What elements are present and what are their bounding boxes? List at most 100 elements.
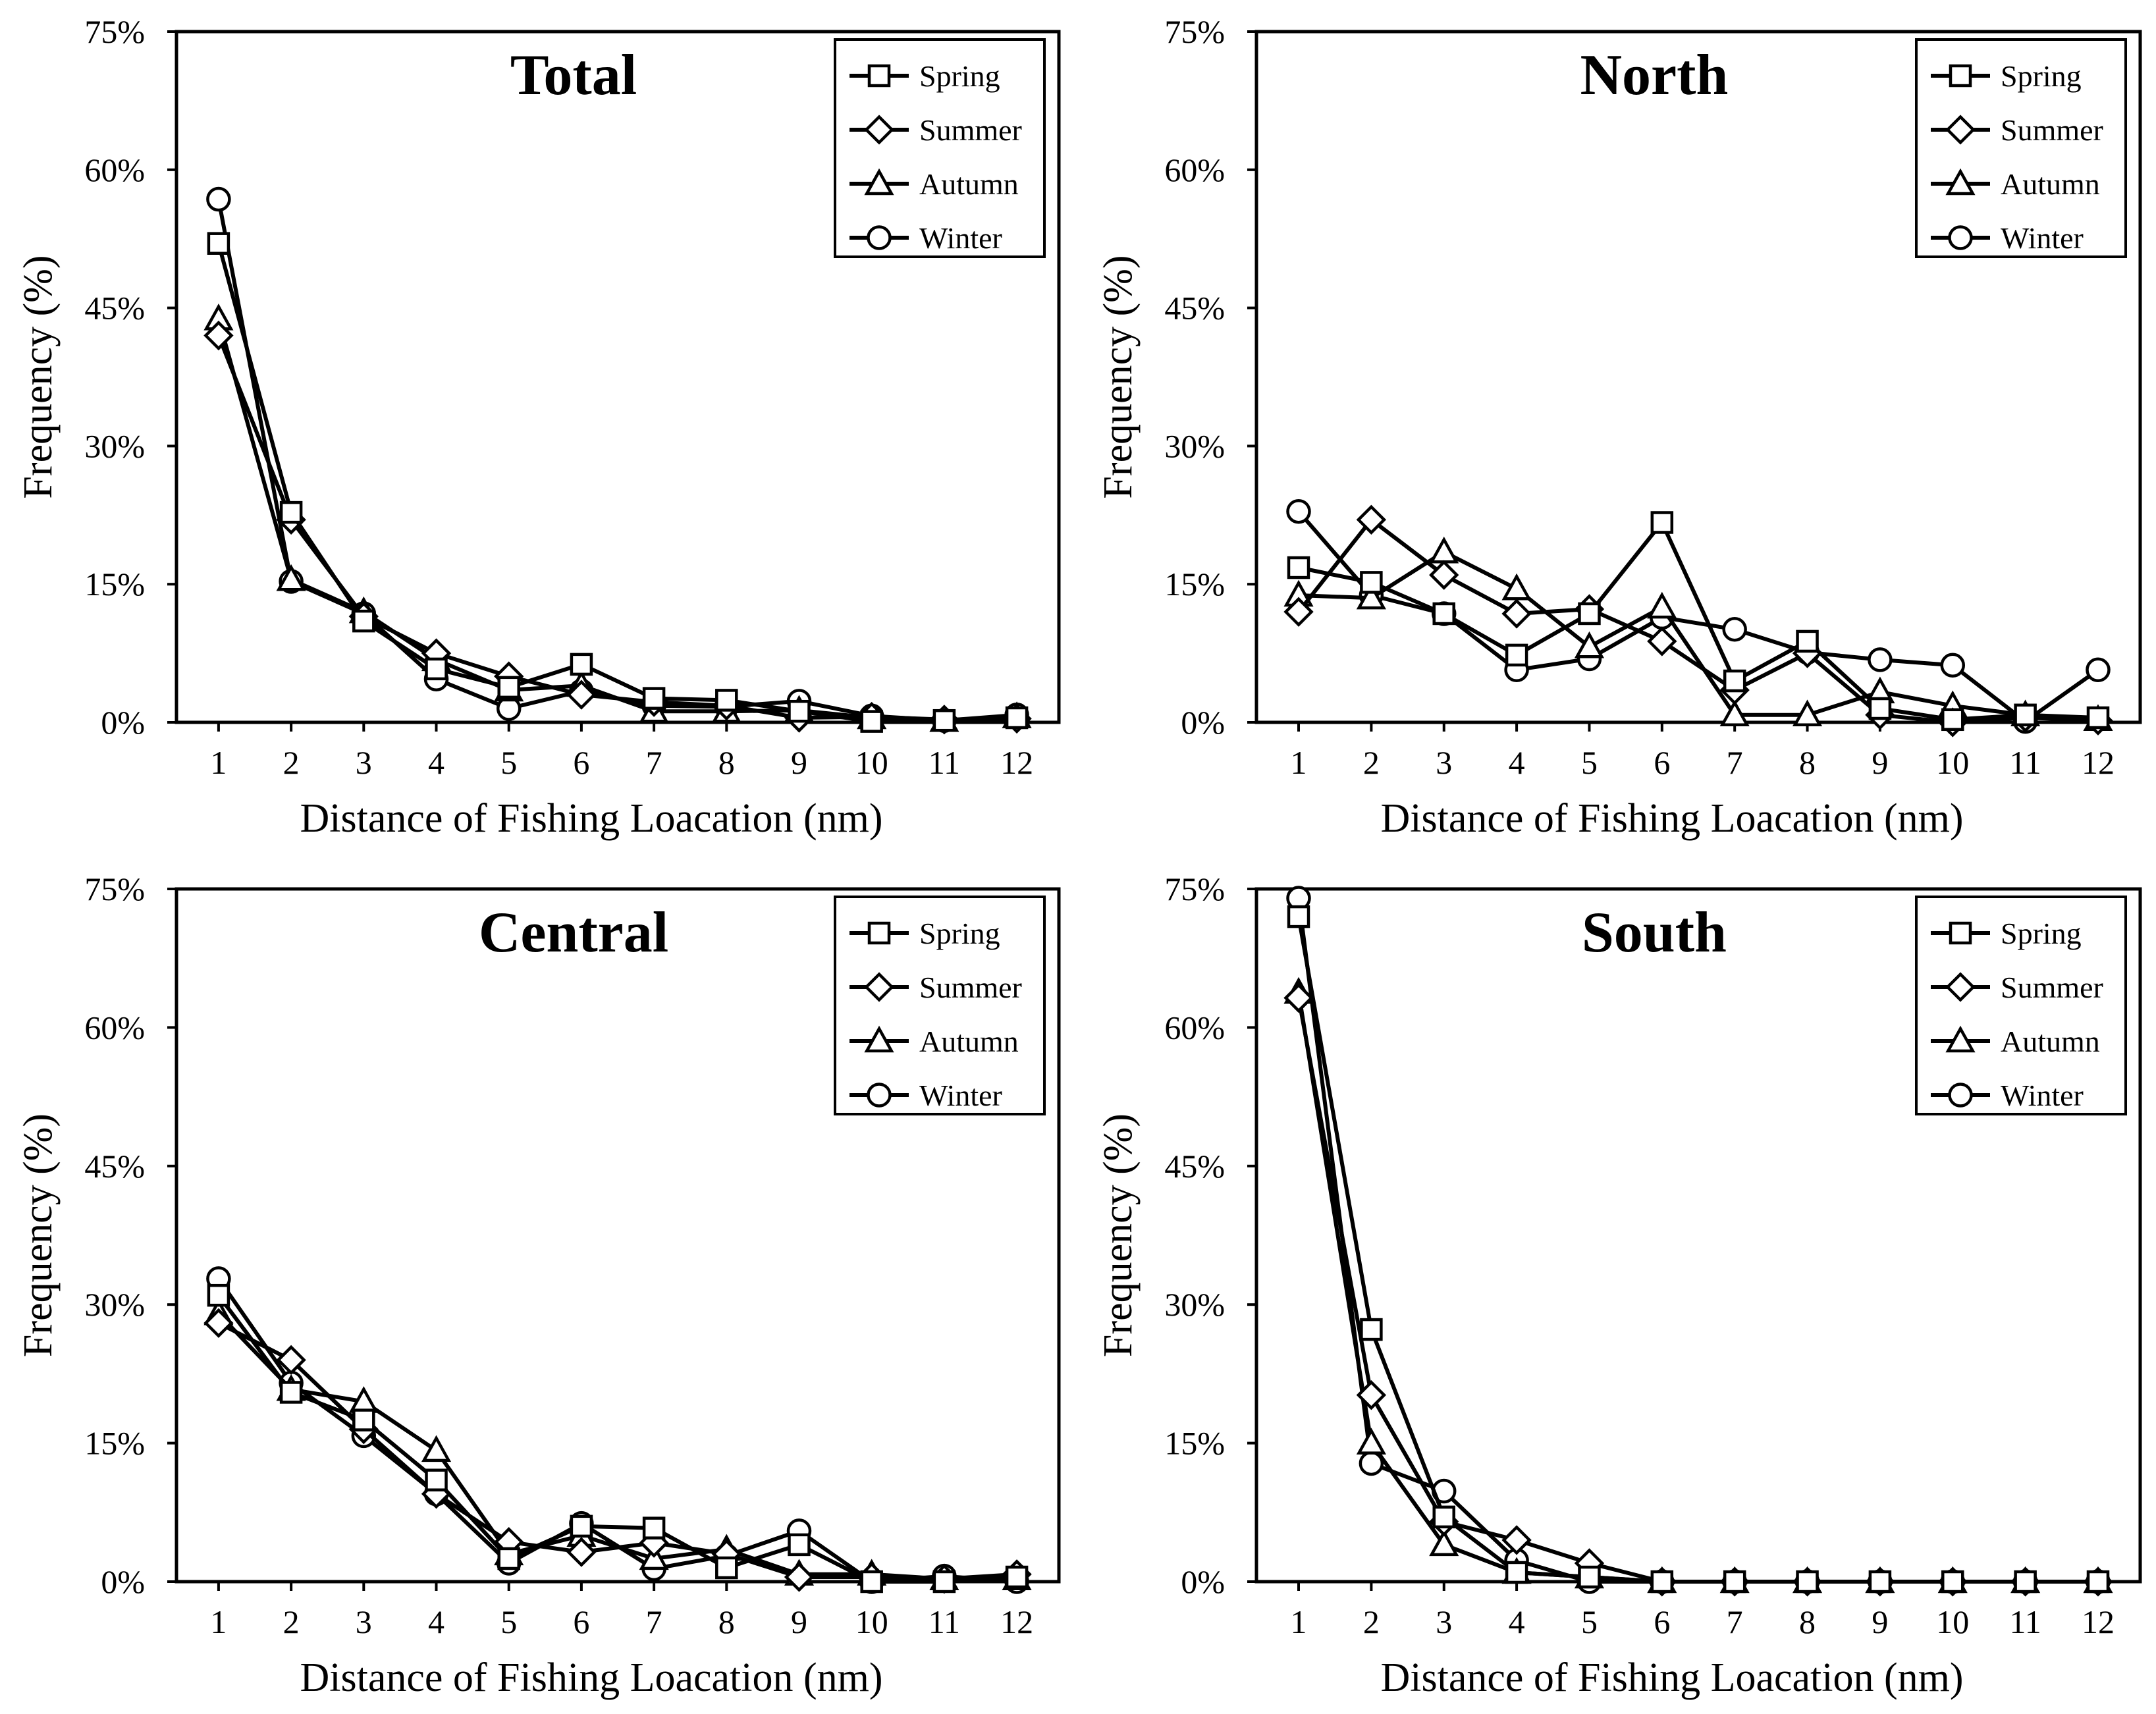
legend-marker-summer — [1945, 115, 1976, 145]
data-point-spring — [497, 676, 520, 699]
series-winter — [206, 1266, 1029, 1594]
data-point-spring — [497, 1547, 520, 1570]
chart-panel-central: 0%15%30%45%60%75%1 2 3 4 5 6 7 8 9 10 11 12Distance… — [16, 870, 1061, 1700]
data-point-spring — [352, 609, 375, 633]
series-line-autumn — [217, 1312, 1017, 1581]
series-autumn — [1283, 536, 2113, 732]
legend-item-spring: Spring — [849, 59, 1000, 93]
series-line-spring — [217, 242, 1017, 724]
data-point-winter — [206, 186, 231, 212]
x-tick-label: 3 — [356, 744, 372, 781]
data-point-spring — [932, 709, 956, 732]
data-point-summer — [203, 1308, 234, 1338]
x-tick-label: 6 — [1654, 1603, 1670, 1640]
x-tick-label: 11 — [2010, 1603, 2041, 1640]
data-point-summer — [566, 680, 597, 710]
data-point-spring — [425, 657, 448, 681]
legend-marker-summer — [1945, 972, 1976, 1002]
legend-marker-winter — [1948, 1083, 1973, 1108]
x-tick-label: 5 — [500, 744, 517, 781]
legend-label: Summer — [919, 113, 1022, 147]
legend-label: Summer — [919, 971, 1022, 1004]
data-point-spring — [715, 689, 738, 712]
data-point-autumn — [1792, 699, 1823, 727]
legend-label: Winter — [919, 1079, 1002, 1112]
data-point-winter — [2086, 657, 2111, 683]
x-tick-label: 4 — [1509, 744, 1525, 781]
data-point-spring — [1005, 706, 1029, 730]
series-winter — [206, 186, 1029, 733]
data-point-spring — [642, 1516, 666, 1540]
data-point-spring — [570, 653, 593, 676]
legend-marker-spring — [1949, 64, 1972, 88]
y-tick-label: 60% — [1164, 1009, 1225, 1046]
legend: Spring Summer Autumn Winter — [1915, 38, 2127, 258]
data-point-spring — [1723, 669, 1746, 693]
legend-marker-summer — [864, 972, 894, 1002]
x-tick-label: 3 — [1436, 744, 1452, 781]
y-tick-label: 60% — [1164, 151, 1225, 188]
data-point-spring — [1505, 643, 1528, 667]
x-tick-label: 10 — [1936, 1603, 1969, 1640]
x-tick-label: 9 — [791, 744, 807, 781]
series-line-winter — [1297, 510, 2099, 724]
y-tick-label: 60% — [84, 1009, 145, 1046]
data-point-spring — [1650, 1570, 1674, 1593]
legend-item-summer: Summer — [849, 971, 1022, 1004]
legend-label: Spring — [2001, 917, 2082, 950]
x-tick-label: 3 — [356, 1603, 372, 1640]
legend-box — [1915, 896, 2127, 1115]
data-point-spring — [2086, 706, 2110, 730]
data-point-spring — [207, 232, 230, 255]
legend-label: Winter — [2001, 221, 2084, 255]
data-point-spring — [1287, 556, 1310, 579]
x-tick-label: 10 — [855, 1603, 888, 1640]
data-point-spring — [715, 1556, 738, 1580]
x-tick-label: 5 — [1581, 1603, 1598, 1640]
data-point-autumn — [1429, 536, 1459, 564]
data-point-autumn — [1719, 699, 1750, 727]
data-point-autumn — [1501, 573, 1532, 601]
data-point-spring — [1723, 1570, 1746, 1593]
series-line-summer — [217, 1321, 1017, 1581]
legend-marker-summer — [864, 115, 894, 145]
series-summer — [1283, 504, 2113, 737]
chart-panel-south: 0%15%30%45%60%75%1 2 3 4 5 6 7 8 9 10 11 12Distance… — [1096, 870, 2142, 1700]
data-point-winter — [1722, 616, 1747, 642]
series-autumn — [203, 304, 1032, 732]
data-point-spring — [642, 687, 666, 710]
legend-marker-winter — [1948, 225, 1973, 250]
legend: Spring Summer Autumn Winter — [1915, 896, 2127, 1115]
legend-marker-autumn — [864, 1025, 894, 1053]
data-point-winter — [1868, 647, 1893, 672]
series-spring — [207, 232, 1029, 733]
data-point-autumn — [421, 1435, 452, 1462]
data-point-spring — [1941, 708, 1964, 732]
x-tick-label: 2 — [1363, 744, 1380, 781]
chart-title: North — [1580, 43, 1728, 107]
data-point-spring — [1005, 1565, 1029, 1589]
x-tick-label: 10 — [1936, 744, 1969, 781]
y-tick-label: 30% — [84, 427, 145, 464]
legend-item-autumn: Autumn — [1931, 1025, 2100, 1058]
legend-label: Summer — [2001, 113, 2103, 147]
legend-marker-winter — [867, 1083, 892, 1108]
data-point-spring — [2014, 1570, 2037, 1593]
data-point-spring — [932, 1570, 956, 1593]
x-tick-label: 6 — [1654, 744, 1670, 781]
x-tick-label: 7 — [646, 744, 662, 781]
legend-label: Autumn — [2001, 167, 2100, 201]
x-tick-label: 5 — [1581, 744, 1598, 781]
y-axis-title: Frequency (%) — [16, 1113, 61, 1357]
legend-item-spring: Spring — [849, 917, 1000, 950]
y-tick-label: 30% — [1164, 1286, 1225, 1323]
series-line-autumn — [1298, 550, 2099, 722]
x-tick-label: 6 — [573, 1603, 589, 1640]
x-tick-label: 1 — [210, 744, 227, 781]
data-point-spring — [1505, 1561, 1528, 1584]
x-tick-label: 6 — [573, 744, 589, 781]
x-tick-label: 1 — [210, 1603, 227, 1640]
data-point-spring — [1432, 1505, 1455, 1529]
data-point-spring — [788, 1533, 811, 1557]
x-tick-label: 7 — [1727, 1603, 1743, 1640]
